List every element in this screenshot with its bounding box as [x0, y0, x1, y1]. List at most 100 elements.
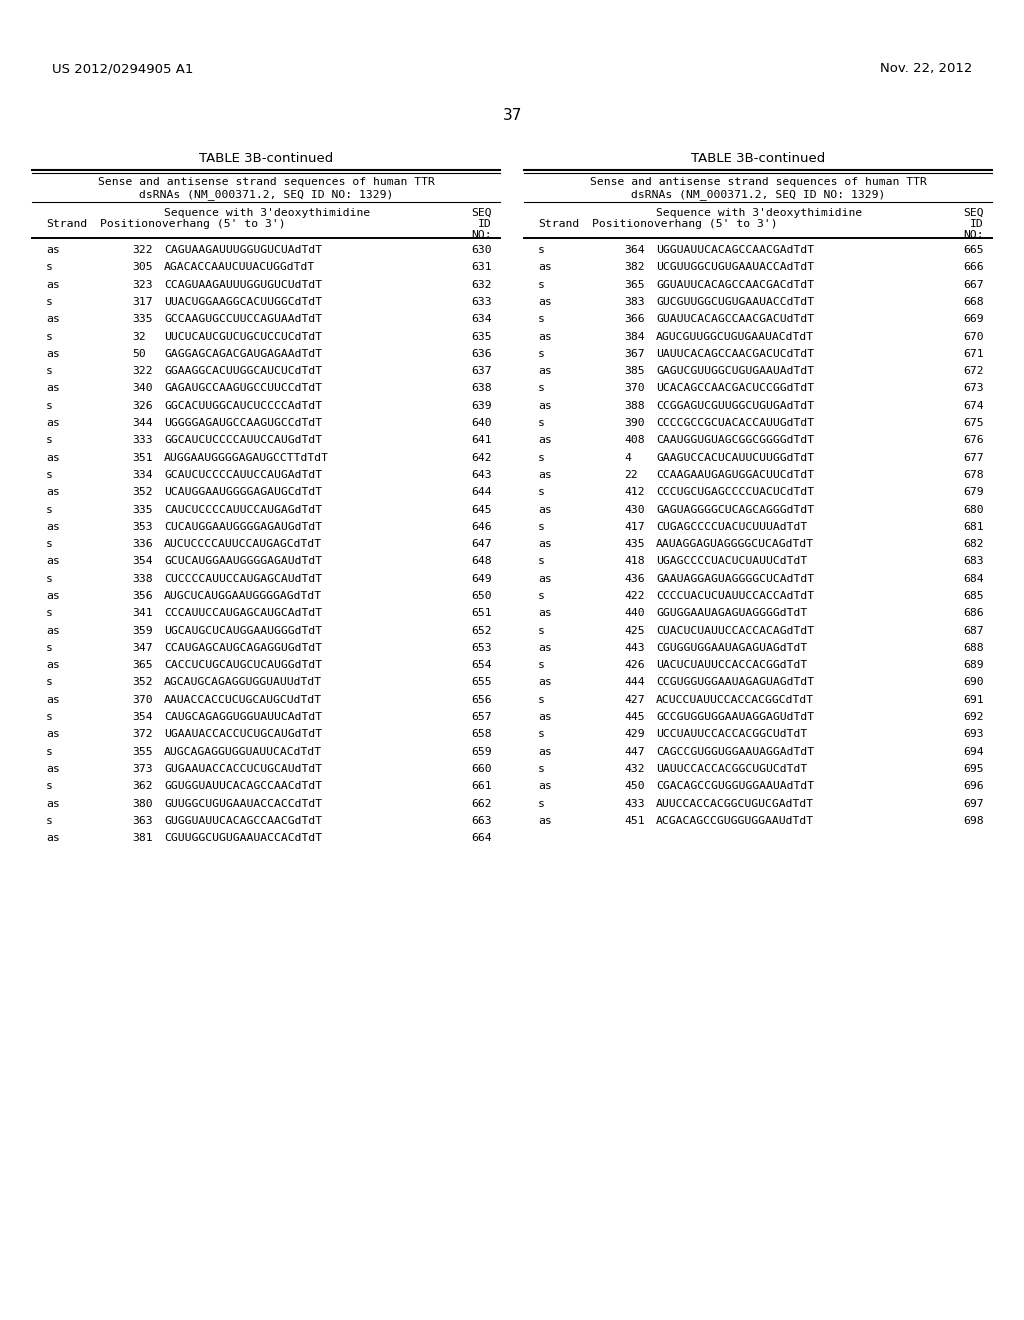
Text: CGUUGGCUGUGAAUACCACdTdT: CGUUGGCUGUGAAUACCACdTdT [164, 833, 323, 843]
Text: 662: 662 [471, 799, 492, 809]
Text: as: as [46, 521, 59, 532]
Text: UUACUGGAAGGCACUUGGCdTdT: UUACUGGAAGGCACUUGGCdTdT [164, 297, 323, 308]
Text: 658: 658 [471, 730, 492, 739]
Text: 695: 695 [964, 764, 984, 774]
Text: as: as [538, 297, 552, 308]
Text: as: as [538, 436, 552, 445]
Text: GCAUCUCCCCAUUCCAUGAdTdT: GCAUCUCCCCAUUCCAUGAdTdT [164, 470, 323, 480]
Text: 429: 429 [624, 730, 645, 739]
Text: 637: 637 [471, 366, 492, 376]
Text: 685: 685 [964, 591, 984, 601]
Text: Positionoverhang (5' to 3'): Positionoverhang (5' to 3') [100, 219, 286, 228]
Text: 408: 408 [624, 436, 645, 445]
Text: 667: 667 [964, 280, 984, 289]
Text: 656: 656 [471, 694, 492, 705]
Text: 633: 633 [471, 297, 492, 308]
Text: UCGUUGGCUGUGAAUACCAdTdT: UCGUUGGCUGUGAAUACCAdTdT [656, 263, 814, 272]
Text: Strand: Strand [46, 219, 87, 228]
Text: 654: 654 [471, 660, 492, 671]
Text: UCCUAUUCCACCACGGCUdTdT: UCCUAUUCCACCACGGCUdTdT [656, 730, 807, 739]
Text: 631: 631 [471, 263, 492, 272]
Text: as: as [46, 280, 59, 289]
Text: 326: 326 [132, 401, 153, 411]
Text: UGAAUACCACCUCUGCAUGdTdT: UGAAUACCACCUCUGCAUGdTdT [164, 730, 323, 739]
Text: Sense and antisense strand sequences of human TTR: Sense and antisense strand sequences of … [97, 177, 434, 187]
Text: as: as [46, 314, 59, 325]
Text: 322: 322 [132, 246, 153, 255]
Text: 352: 352 [132, 677, 153, 688]
Text: CAGUAAGAUUUGGUGUCUAdTdT: CAGUAAGAUUUGGUGUCUAdTdT [164, 246, 323, 255]
Text: Strand: Strand [538, 219, 580, 228]
Text: CCCCGCCGCUACACCAUUGdTdT: CCCCGCCGCUACACCAUUGdTdT [656, 418, 814, 428]
Text: s: s [538, 626, 545, 636]
Text: as: as [46, 764, 59, 774]
Text: 354: 354 [132, 557, 153, 566]
Text: TABLE 3B-continued: TABLE 3B-continued [691, 152, 825, 165]
Text: s: s [538, 453, 545, 462]
Text: GCCGUGGUGGAAUAGGAGUdTdT: GCCGUGGUGGAAUAGGAGUdTdT [656, 711, 814, 722]
Text: 355: 355 [132, 747, 153, 756]
Text: s: s [538, 730, 545, 739]
Text: 653: 653 [471, 643, 492, 653]
Text: 683: 683 [964, 557, 984, 566]
Text: SEQ: SEQ [471, 209, 492, 218]
Text: AUGCAGAGGUGGUAUUCACdTdT: AUGCAGAGGUGGUAUUCACdTdT [164, 747, 323, 756]
Text: 365: 365 [132, 660, 153, 671]
Text: UUCUCAUCGUCUGCUCCUCdTdT: UUCUCAUCGUCUGCUCCUCdTdT [164, 331, 323, 342]
Text: CCCAUUCCAUGAGCAUGCAdTdT: CCCAUUCCAUGAGCAUGCAdTdT [164, 609, 323, 618]
Text: 436: 436 [624, 574, 645, 583]
Text: as: as [46, 660, 59, 671]
Text: 650: 650 [471, 591, 492, 601]
Text: 384: 384 [624, 331, 645, 342]
Text: 353: 353 [132, 521, 153, 532]
Text: 367: 367 [624, 348, 645, 359]
Text: as: as [538, 331, 552, 342]
Text: 382: 382 [624, 263, 645, 272]
Text: s: s [46, 781, 53, 791]
Text: 666: 666 [964, 263, 984, 272]
Text: 427: 427 [624, 694, 645, 705]
Text: CAAUGGUGUAGCGGCGGGGdTdT: CAAUGGUGUAGCGGCGGGGdTdT [656, 436, 814, 445]
Text: s: s [46, 436, 53, 445]
Text: UCACAGCCAACGACUCCGGdTdT: UCACAGCCAACGACUCCGGdTdT [656, 383, 814, 393]
Text: 682: 682 [964, 539, 984, 549]
Text: 640: 640 [471, 418, 492, 428]
Text: 638: 638 [471, 383, 492, 393]
Text: 370: 370 [624, 383, 645, 393]
Text: s: s [538, 591, 545, 601]
Text: s: s [538, 799, 545, 809]
Text: 335: 335 [132, 504, 153, 515]
Text: 641: 641 [471, 436, 492, 445]
Text: 635: 635 [471, 331, 492, 342]
Text: 651: 651 [471, 609, 492, 618]
Text: 422: 422 [624, 591, 645, 601]
Text: 689: 689 [964, 660, 984, 671]
Text: s: s [46, 366, 53, 376]
Text: dsRNAs (NM_000371.2, SEQ ID NO: 1329): dsRNAs (NM_000371.2, SEQ ID NO: 1329) [139, 189, 393, 199]
Text: 370: 370 [132, 694, 153, 705]
Text: 655: 655 [471, 677, 492, 688]
Text: UAUUCCACCACGGCUGUCdTdT: UAUUCCACCACGGCUGUCdTdT [656, 764, 807, 774]
Text: s: s [538, 694, 545, 705]
Text: 354: 354 [132, 711, 153, 722]
Text: CCCCUACUCUAUUCCACCAdTdT: CCCCUACUCUAUUCCACCAdTdT [656, 591, 814, 601]
Text: AUUCCACCACGGCUGUCGAdTdT: AUUCCACCACGGCUGUCGAdTdT [656, 799, 814, 809]
Text: as: as [538, 643, 552, 653]
Text: s: s [538, 521, 545, 532]
Text: GAGGAGCAGACGAUGAGAAdTdT: GAGGAGCAGACGAUGAGAAdTdT [164, 348, 323, 359]
Text: 661: 661 [471, 781, 492, 791]
Text: 632: 632 [471, 280, 492, 289]
Text: as: as [46, 246, 59, 255]
Text: CUGAGCCCCUACUCUUUAdTdT: CUGAGCCCCUACUCUUUAdTdT [656, 521, 807, 532]
Text: UGAGCCCCUACUCUAUUCdTdT: UGAGCCCCUACUCUAUUCdTdT [656, 557, 807, 566]
Text: s: s [538, 660, 545, 671]
Text: GUAUUCACAGCCAACGACUdTdT: GUAUUCACAGCCAACGACUdTdT [656, 314, 814, 325]
Text: 317: 317 [132, 297, 153, 308]
Text: as: as [46, 487, 59, 498]
Text: AAUACCACCUCUGCAUGCUdTdT: AAUACCACCUCUGCAUGCUdTdT [164, 694, 323, 705]
Text: 669: 669 [964, 314, 984, 325]
Text: 698: 698 [964, 816, 984, 826]
Text: 351: 351 [132, 453, 153, 462]
Text: 646: 646 [471, 521, 492, 532]
Text: 672: 672 [964, 366, 984, 376]
